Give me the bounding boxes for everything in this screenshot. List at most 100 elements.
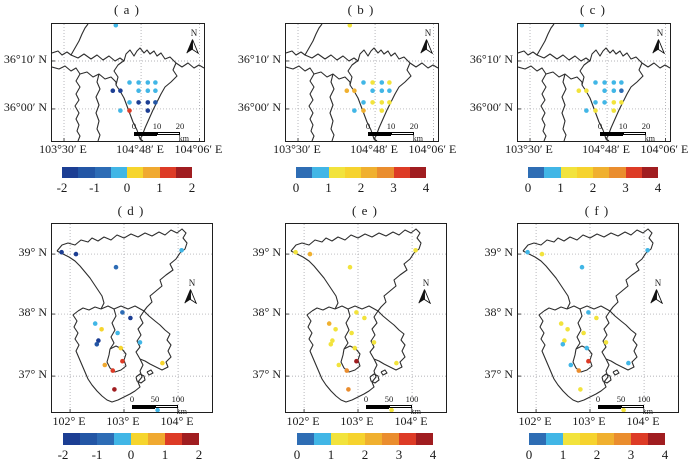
scale-tick-label: 10: [152, 121, 162, 131]
colorbar-segment: [159, 167, 176, 178]
data-point: [603, 340, 609, 345]
map-outline: [373, 310, 406, 371]
panel-title: ( d ): [117, 203, 145, 218]
data-point: [602, 100, 607, 105]
data-point: [293, 249, 298, 255]
colorbar-segment: [182, 433, 199, 445]
colorbar-tick-label: -2: [57, 447, 69, 462]
y-tick-label: 37° N: [18, 367, 47, 382]
colorbar-segment: [328, 167, 345, 178]
colorbar-segment: [609, 167, 626, 178]
map-outline: [135, 373, 146, 384]
colorbar-segment: [409, 167, 426, 178]
scale-bar-filled: [598, 404, 621, 409]
map-box: N 0 10 20 km: [285, 23, 439, 143]
map-outline: [605, 138, 610, 141]
scale-unit: km: [176, 407, 187, 416]
colorbar-tick-label: 4: [661, 447, 669, 462]
map-outline: [641, 62, 670, 69]
data-point: [136, 100, 141, 105]
data-point: [346, 387, 351, 392]
data-point: [153, 80, 158, 85]
map-outline: [72, 310, 144, 403]
map-canvas: [286, 224, 446, 412]
x-tick-label: 104°06′ E: [640, 142, 689, 156]
colorbar-tick-label: 1: [156, 180, 163, 195]
data-point: [354, 358, 359, 364]
north-label: N: [422, 278, 430, 288]
data-point: [593, 80, 598, 85]
colorbar-segment: [175, 167, 192, 178]
data-point: [379, 80, 385, 85]
scale-tick-label: 20: [175, 121, 185, 131]
colorbar-segment: [143, 167, 160, 178]
data-point: [619, 100, 624, 105]
panel-f: ( f ) 39° N 38° N 37° N N 0 50 100 km 102° E 103° …: [466, 200, 699, 468]
colorbar-tick-label: -1: [89, 180, 100, 195]
y-tick-label: 39° N: [252, 245, 281, 260]
panel-title: ( a ): [114, 2, 140, 17]
y-tick-label: 38° N: [18, 305, 47, 320]
colorbar-segment: [62, 167, 79, 178]
map-outline: [79, 71, 117, 85]
data-point: [352, 345, 358, 351]
colorbar-tick-label: 3: [622, 180, 629, 195]
data-point: [576, 88, 582, 93]
map-outline: [409, 62, 438, 69]
north-arrow-icon: N: [418, 279, 434, 304]
colorbar-tick-label: 2: [593, 447, 601, 462]
scale-bar: 0 10 20 km: [366, 121, 423, 143]
map-outline: [566, 305, 611, 312]
panel-c: ( c ) 36°10′ N 36°00′ N N 0 10 20 km 103°30′ E 10…: [466, 0, 699, 200]
colorbar: [528, 167, 658, 178]
data-point: [560, 342, 566, 347]
panel-title: ( e ): [352, 203, 378, 218]
scale-tick-label: 50: [150, 394, 160, 404]
colorbar-segment: [297, 433, 314, 445]
scale-tick-label: 0: [595, 394, 601, 404]
colorbar-segment: [114, 433, 131, 445]
data-point: [137, 340, 143, 345]
colorbar-segment: [63, 433, 80, 445]
data-point: [330, 338, 335, 343]
data-point: [584, 108, 589, 113]
x-tick-label: 102° E: [286, 414, 320, 428]
x-tick-label: 104°48′ E: [116, 142, 164, 156]
colorbar-segment: [127, 167, 144, 178]
data-point: [379, 100, 385, 105]
colorbar-segment: [365, 433, 382, 445]
colorbar-segment: [296, 167, 313, 178]
colorbar-segment: [110, 167, 127, 178]
data-point: [59, 249, 64, 255]
colorbar-tick-label: 0: [292, 180, 300, 195]
colorbar-tick-label: 4: [654, 180, 662, 195]
x-tick-label: 104°48′ E: [582, 142, 630, 156]
map-outline: [545, 71, 583, 85]
map-outline: [100, 305, 145, 312]
colorbar-segment: [641, 167, 658, 178]
colorbar-segment: [361, 167, 378, 178]
data-point: [611, 88, 617, 93]
data-point: [160, 360, 165, 366]
map-outline: [56, 250, 105, 310]
colorbar-segment: [78, 167, 95, 178]
map-outline: [175, 62, 204, 69]
data-point: [593, 100, 598, 105]
colorbar: [62, 167, 192, 178]
map-box: N 0 10 20 km: [517, 23, 671, 143]
scale-tick-label: 100: [637, 394, 651, 404]
map-outline: [575, 308, 583, 350]
data-point: [558, 321, 564, 326]
x-tick-label: 104° E: [394, 414, 428, 428]
data-point: [619, 80, 624, 85]
data-point: [145, 88, 151, 93]
y-tick-label: 37° N: [252, 367, 281, 382]
scale-tick-label: 20: [641, 121, 651, 131]
colorbar-segment: [563, 433, 580, 445]
north-arrow-glyph: [184, 289, 197, 304]
map-outline: [601, 373, 612, 384]
scale-bar: 0 10 20 km: [598, 121, 655, 143]
data-point: [99, 327, 104, 332]
data-point: [344, 88, 350, 93]
